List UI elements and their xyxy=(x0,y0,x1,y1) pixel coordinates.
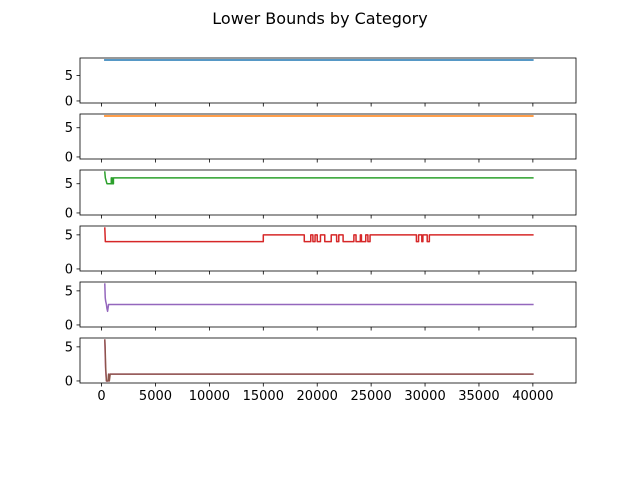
axes-frame xyxy=(79,337,577,384)
series-line-3 xyxy=(103,171,534,185)
subplot-3: 05 xyxy=(65,169,577,221)
y-tick-label: 0 xyxy=(65,206,73,221)
y-tick-label: 0 xyxy=(65,262,73,277)
y-tick-label: 0 xyxy=(65,374,73,389)
y-tick-label: 0 xyxy=(65,318,73,333)
x-tick-label: 25000 xyxy=(350,389,391,404)
series-line-4 xyxy=(104,227,534,243)
y-tick-label: 0 xyxy=(65,94,73,109)
series-line-5 xyxy=(104,283,534,313)
axes-frame xyxy=(79,113,577,160)
subplot-4: 05 xyxy=(65,225,577,277)
series-line-6 xyxy=(104,339,534,382)
x-tick-label: 10000 xyxy=(189,389,230,404)
axes-frame xyxy=(79,281,577,328)
x-tick-label: 20000 xyxy=(297,389,338,404)
y-tick-label: 5 xyxy=(65,340,73,355)
x-tick-label: 35000 xyxy=(458,389,499,404)
axes-frame xyxy=(79,225,577,272)
y-tick-label: 5 xyxy=(65,177,73,192)
x-tick-label: 15000 xyxy=(243,389,284,404)
axes-frame xyxy=(79,169,577,216)
x-tick-label: 0 xyxy=(97,389,105,404)
y-tick-label: 5 xyxy=(65,69,73,84)
x-tick-label: 30000 xyxy=(404,389,445,404)
chart-title: Lower Bounds by Category xyxy=(212,9,427,28)
subplot-2: 05 xyxy=(65,113,577,165)
axes-frame xyxy=(79,57,577,104)
subplot-1: 05 xyxy=(65,57,577,109)
x-tick-label: 5000 xyxy=(139,389,172,404)
y-tick-label: 5 xyxy=(65,121,73,136)
x-tick-label: 40000 xyxy=(512,389,553,404)
subplot-5: 05 xyxy=(65,281,577,333)
y-tick-label: 0 xyxy=(65,150,73,165)
subplot-6: 0 5 0 5000 10000 15000 20000 25000 30000 35000 400… xyxy=(65,337,577,404)
y-tick-label: 5 xyxy=(65,284,73,299)
y-tick-label: 5 xyxy=(65,228,73,243)
